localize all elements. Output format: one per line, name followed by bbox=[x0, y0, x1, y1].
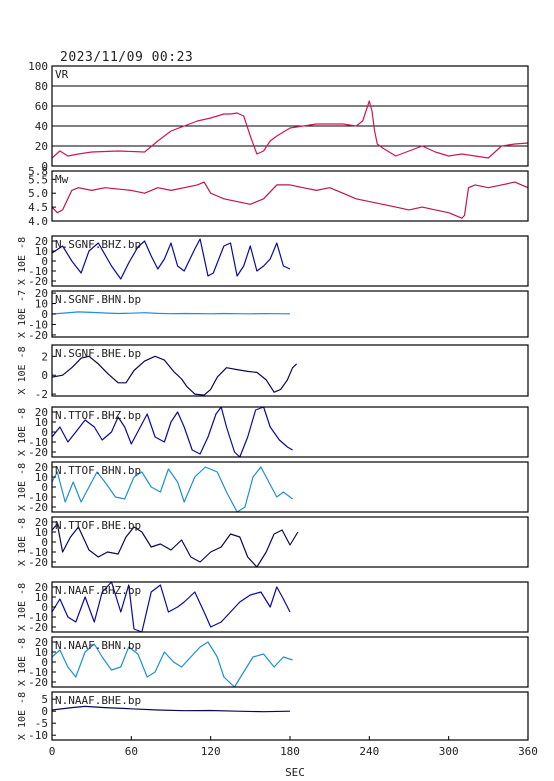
xtick-label: 360 bbox=[518, 745, 538, 758]
sgnf-bhe-ytick-label: -2 bbox=[35, 388, 48, 401]
ttof-bhz-ytick-label: -10 bbox=[28, 436, 48, 449]
sgnf-bhn-panel-label: N.SGNF.BHN.bp bbox=[55, 293, 141, 306]
sgnf-bhn-ytick-label: 20 bbox=[35, 287, 48, 300]
vr-ytick-label: 40 bbox=[35, 120, 48, 133]
naaf-bhz-panel-label: N.NAAF.BHZ.bp bbox=[55, 584, 141, 597]
ttof-bhz-yunit-label: X 10E -8 bbox=[17, 408, 28, 456]
ttof-bhe-ytick-label: 10 bbox=[35, 526, 48, 539]
sgnf-bhz-panel-label: N.SGNF.BHZ.bp bbox=[55, 238, 141, 251]
ttof-bhe-yunit-label: X 10E -8 bbox=[17, 518, 28, 566]
naaf-bhz-yunit-label: X 10E -8 bbox=[17, 583, 28, 631]
sgnf-bhe-series-line bbox=[51, 355, 298, 396]
vr-ytick-label: 0 bbox=[41, 160, 48, 173]
naaf-bhz-ytick-label: -20 bbox=[28, 621, 48, 634]
sgnf-bhe-yunit-label: X 10E -8 bbox=[17, 346, 28, 394]
ttof-bhz-ytick-label: 0 bbox=[41, 426, 48, 439]
naaf-bhn-series-line bbox=[51, 641, 293, 688]
xtick-label: 240 bbox=[359, 745, 379, 758]
vr-ytick-label: 100 bbox=[28, 60, 48, 73]
naaf-bhe-panel-label: N.NAAF.BHE.bp bbox=[55, 694, 141, 707]
xtick-label: 60 bbox=[125, 745, 138, 758]
mw-series-line bbox=[51, 181, 529, 219]
naaf-bhn-ytick-label: -10 bbox=[28, 666, 48, 679]
naaf-bhz-ytick-label: -10 bbox=[28, 611, 48, 624]
ttof-bhe-ytick-label: -20 bbox=[28, 556, 48, 569]
mw-ytick-label: 4.0 bbox=[28, 215, 48, 228]
naaf-bhe-ytick-label: -5 bbox=[35, 717, 48, 730]
ttof-bhz-ytick-label: -20 bbox=[28, 446, 48, 459]
ttof-bhn-series-line bbox=[51, 466, 293, 513]
ttof-bhn-ytick-label: -10 bbox=[28, 491, 48, 504]
ttof-bhe-ytick-label: 0 bbox=[41, 536, 48, 549]
vr-series-line bbox=[51, 100, 529, 159]
sgnf-bhz-series-line bbox=[51, 238, 291, 280]
xtick-label: 120 bbox=[201, 745, 221, 758]
ttof-bhe-ytick-label: -10 bbox=[28, 546, 48, 559]
xtick-label: 180 bbox=[280, 745, 300, 758]
ttof-bhn-panel-label: N.TTOF.BHN.bp bbox=[55, 464, 141, 477]
ttof-bhn-ytick-label: 10 bbox=[35, 471, 48, 484]
ttof-bhe-ytick-label: 20 bbox=[35, 516, 48, 529]
naaf-bhe-yunit-label: X 10E -8 bbox=[17, 692, 28, 740]
sgnf-bhz-yunit-label: X 10E -8 bbox=[17, 237, 28, 285]
ttof-bhz-ytick-label: 10 bbox=[35, 416, 48, 429]
sgnf-bhe-panel-label: N.SGNF.BHE.bp bbox=[55, 347, 141, 360]
sgnf-bhn-ytick-label: 10 bbox=[35, 298, 48, 311]
naaf-bhn-panel-label: N.NAAF.BHN.bp bbox=[55, 639, 141, 652]
mw-ytick-label: 5.8 bbox=[28, 165, 48, 178]
vr-panel-frame bbox=[51, 65, 529, 167]
sgnf-bhe-panel-frame bbox=[51, 344, 529, 397]
mw-ytick-label: 5.0 bbox=[28, 187, 48, 200]
sgnf-bhz-ytick-label: 10 bbox=[35, 245, 48, 258]
naaf-bhn-ytick-label: -20 bbox=[28, 676, 48, 689]
naaf-bhz-ytick-label: 0 bbox=[41, 601, 48, 614]
mw-ytick-label: 4.5 bbox=[28, 201, 48, 214]
sgnf-bhz-ytick-label: -10 bbox=[28, 265, 48, 278]
sgnf-bhz-ytick-label: 0 bbox=[41, 255, 48, 268]
mw-ytick-label: 5.5 bbox=[28, 173, 48, 186]
mw-panel-frame bbox=[51, 170, 529, 222]
sgnf-bhn-ytick-label: 0 bbox=[41, 308, 48, 321]
ttof-bhn-ytick-label: 20 bbox=[35, 461, 48, 474]
naaf-bhn-ytick-label: 20 bbox=[35, 636, 48, 649]
vr-ytick-label: 60 bbox=[35, 100, 48, 113]
sgnf-bhn-ytick-label: -20 bbox=[28, 329, 48, 342]
sgnf-bhe-ytick-label: 0 bbox=[41, 369, 48, 382]
xtick-label: 0 bbox=[49, 745, 56, 758]
naaf-bhe-series-line bbox=[51, 705, 291, 713]
ttof-bhe-series-line bbox=[51, 523, 299, 568]
mw-panel-label: Mw bbox=[55, 173, 69, 186]
ttof-bhz-ytick-label: 20 bbox=[35, 406, 48, 419]
vr-panel-label: VR bbox=[55, 68, 69, 81]
naaf-bhe-ytick-label: 5 bbox=[41, 693, 48, 706]
ttof-bhn-ytick-label: 0 bbox=[41, 481, 48, 494]
naaf-bhz-ytick-label: 10 bbox=[35, 591, 48, 604]
naaf-bhz-series-line bbox=[51, 581, 291, 633]
naaf-bhn-yunit-label: X 10E -8 bbox=[17, 638, 28, 686]
timestamp: 2023/11/09 00:23 bbox=[60, 50, 194, 65]
xtick-label: 300 bbox=[439, 745, 459, 758]
naaf-bhe-ytick-label: -10 bbox=[28, 729, 48, 742]
sgnf-bhz-ytick-label: 20 bbox=[35, 235, 48, 248]
ttof-bhn-ytick-label: -20 bbox=[28, 501, 48, 514]
sgnf-bhe-ytick-label: 2 bbox=[41, 350, 48, 363]
vr-ytick-label: 80 bbox=[35, 80, 48, 93]
vr-ytick-label: 20 bbox=[35, 140, 48, 153]
xaxis-label: SEC bbox=[285, 766, 305, 779]
sgnf-bhn-series-line bbox=[51, 311, 291, 315]
ttof-bhe-panel-label: N.TTOF.BHE.bp bbox=[55, 519, 141, 532]
naaf-bhe-ytick-label: 0 bbox=[41, 705, 48, 718]
ttof-bhz-panel-label: N.TTOF.BHZ.bp bbox=[55, 409, 141, 422]
naaf-bhn-ytick-label: 10 bbox=[35, 646, 48, 659]
sgnf-bhz-ytick-label: -20 bbox=[28, 275, 48, 288]
ttof-bhn-yunit-label: X 10E -8 bbox=[17, 463, 28, 511]
naaf-bhz-ytick-label: 20 bbox=[35, 581, 48, 594]
naaf-bhn-ytick-label: 0 bbox=[41, 656, 48, 669]
sgnf-bhn-ytick-label: -10 bbox=[28, 318, 48, 331]
ttof-bhz-series-line bbox=[51, 406, 293, 458]
sgnf-bhn-yunit-label: X 10E -7 bbox=[17, 290, 28, 338]
